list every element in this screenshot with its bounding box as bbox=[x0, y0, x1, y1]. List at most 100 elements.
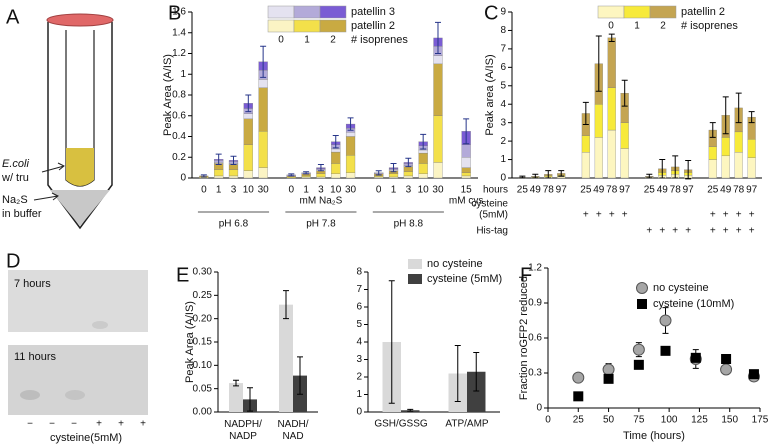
legend-swatch bbox=[597, 5, 625, 19]
bar-segment bbox=[607, 37, 616, 88]
error-bar bbox=[434, 21, 441, 54]
error-bar bbox=[595, 35, 602, 92]
x-tick-label: 175 bbox=[752, 415, 768, 426]
legend-swatch bbox=[649, 5, 677, 19]
diagram-label: Na₂S bbox=[2, 194, 28, 206]
error-bar bbox=[532, 173, 539, 179]
error-bar bbox=[388, 280, 395, 404]
y-tick-label: 5 bbox=[356, 319, 362, 330]
error-bar bbox=[215, 153, 222, 166]
y-tick-label: 0 bbox=[180, 173, 186, 184]
y-tick-label: 6 bbox=[356, 302, 362, 313]
legend-swatch bbox=[267, 19, 295, 33]
bar-segment bbox=[607, 129, 616, 179]
gel-label: 7 hours bbox=[14, 278, 51, 290]
bar-segment bbox=[403, 175, 413, 179]
error-bar bbox=[659, 159, 666, 179]
x-tick-label: 30 bbox=[258, 185, 270, 196]
error-bar bbox=[454, 345, 461, 402]
point bbox=[637, 299, 647, 309]
x-tick-label: 97 bbox=[556, 185, 568, 196]
y-tick-label: 0 bbox=[536, 403, 542, 414]
y-axis-label: Fraction roGFP2 reduced bbox=[518, 276, 530, 400]
lane-label: + bbox=[96, 419, 102, 430]
bar-segment bbox=[301, 175, 311, 178]
legend-label: cysteine (10mM) bbox=[653, 298, 734, 310]
legend-column: 1 bbox=[304, 35, 310, 46]
point bbox=[659, 314, 672, 327]
point bbox=[748, 369, 759, 380]
x-tick-label: 0 bbox=[201, 185, 207, 196]
bar-segment bbox=[403, 166, 413, 172]
error-bar bbox=[473, 352, 480, 392]
gel-band bbox=[92, 321, 108, 329]
bar-segment bbox=[433, 55, 443, 65]
text-line: NADH/ bbox=[277, 419, 308, 430]
x-tick-label: 49 bbox=[720, 185, 732, 196]
bar-segment bbox=[258, 167, 268, 179]
point bbox=[572, 371, 585, 384]
legend-title: # isoprenes bbox=[351, 34, 408, 46]
y-axis-label: Peak Area (A/IS) bbox=[162, 54, 174, 136]
bar-segment bbox=[214, 169, 224, 177]
bar-segment bbox=[418, 163, 428, 175]
y-tick-label: 0.3 bbox=[528, 368, 542, 379]
error-bar bbox=[709, 122, 716, 138]
legend-column: 2 bbox=[660, 21, 666, 32]
condition-mark: + bbox=[710, 226, 716, 237]
point bbox=[720, 363, 733, 376]
y-tick-label: 1 bbox=[500, 154, 506, 165]
error-bar bbox=[558, 170, 565, 177]
panel-label: B bbox=[168, 2, 181, 24]
error-bar bbox=[375, 170, 382, 176]
bar-segment bbox=[594, 137, 603, 179]
point bbox=[660, 345, 671, 356]
legend-swatch bbox=[293, 5, 321, 19]
bar-segment bbox=[243, 170, 253, 179]
x-tick-label: 25 bbox=[644, 185, 656, 196]
bar-segment bbox=[581, 152, 590, 179]
error-bar bbox=[463, 118, 470, 145]
x-tick-label: 25 bbox=[707, 185, 719, 196]
condition-mark: + bbox=[723, 226, 729, 237]
error-bar bbox=[519, 175, 526, 179]
y-tick-label: 0.05 bbox=[193, 383, 213, 394]
y-tick-label: 0 bbox=[500, 173, 506, 184]
error-bar bbox=[247, 387, 253, 412]
bar-segment bbox=[721, 155, 730, 179]
gel-images: 7 hours 11 hours − − − + + + cysteine(5m… bbox=[8, 270, 148, 444]
x-tick-label: 1 bbox=[303, 185, 309, 196]
y-tick-label: 0.6 bbox=[172, 110, 186, 121]
bar-segment bbox=[461, 175, 471, 179]
y-tick-label: 2 bbox=[356, 372, 362, 383]
bar-segment bbox=[620, 122, 629, 149]
gel-band bbox=[65, 390, 85, 400]
condition-mark: + bbox=[749, 226, 755, 237]
bar-segment bbox=[461, 167, 471, 173]
x-tick-label: 30 bbox=[345, 185, 357, 196]
point bbox=[602, 363, 615, 376]
bar-segment bbox=[345, 155, 356, 173]
bar-segment bbox=[388, 173, 399, 178]
row-title: (5mM) bbox=[479, 210, 508, 221]
point bbox=[632, 343, 645, 356]
bar-segment bbox=[301, 176, 311, 179]
x-tick-label: 15 bbox=[461, 185, 473, 196]
x-axis-label: mM cys bbox=[449, 196, 483, 207]
y-tick-label: 0 bbox=[356, 407, 362, 418]
condition-mark: + bbox=[736, 226, 742, 237]
legend-column: 0 bbox=[608, 21, 614, 32]
x-tick-label: 10 bbox=[243, 185, 255, 196]
error-bar bbox=[646, 173, 653, 179]
x-tick-label: GSH/GSSG bbox=[374, 419, 428, 430]
y-tick-label: 0.15 bbox=[193, 337, 213, 348]
y-tick-label: 9 bbox=[500, 7, 506, 18]
error-bar bbox=[245, 94, 252, 113]
bar-segment bbox=[214, 175, 224, 179]
bar-segment bbox=[388, 176, 399, 179]
text-line: NADP bbox=[229, 431, 257, 442]
bar-segment bbox=[331, 173, 341, 179]
bar-segment bbox=[345, 132, 356, 137]
gel bbox=[8, 270, 148, 332]
